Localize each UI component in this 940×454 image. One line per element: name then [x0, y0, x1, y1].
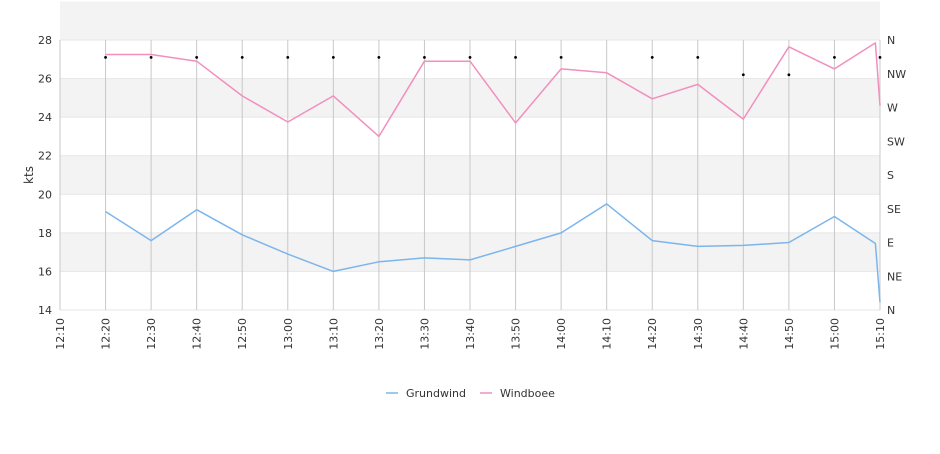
direction-marker [104, 55, 107, 59]
legend-label: Windboee [500, 387, 555, 400]
x-tick-label: 12:40 [191, 318, 204, 350]
x-tick-label: 14:20 [646, 318, 659, 350]
x-tick-label: 14:30 [692, 318, 705, 350]
y-tick-label: 14 [38, 304, 52, 317]
direction-marker [377, 55, 381, 59]
direction-tick-label: NW [887, 68, 906, 81]
direction-marker [833, 55, 836, 59]
legend-label: Grundwind [406, 387, 466, 400]
direction-marker [468, 55, 472, 59]
x-tick-label: 13:50 [510, 318, 523, 350]
direction-tick-label: SW [887, 135, 905, 148]
y-tick-label: 26 [38, 73, 52, 86]
y-tick-label: 28 [38, 34, 52, 47]
direction-marker [696, 55, 700, 59]
direction-tick-label: E [887, 237, 894, 250]
x-tick-label: 13:20 [373, 318, 386, 350]
direction-tick-label: S [887, 169, 894, 182]
direction-tick-label: W [887, 102, 898, 115]
direction-tick-label: N [887, 34, 895, 47]
direction-marker [331, 55, 335, 59]
y-tick-label: 18 [38, 227, 52, 240]
direction-marker [240, 55, 244, 59]
direction-marker [195, 55, 199, 59]
series-line-windboee [105, 42, 881, 138]
direction-tick-label: NE [887, 270, 902, 283]
x-tick-label: 13:40 [464, 318, 477, 350]
direction-tick-label: N [887, 304, 895, 317]
direction-tick-label: SE [887, 203, 901, 216]
grid-lines [59, 39, 881, 311]
x-tick-label: 13:10 [327, 318, 340, 350]
y-tick-label: 22 [38, 150, 52, 163]
direction-marker [149, 55, 153, 59]
direction-marker [286, 55, 290, 59]
y-axis-title: kts [22, 166, 36, 184]
direction-marker [741, 73, 745, 77]
y-tick-label: 24 [38, 111, 52, 124]
x-tick-label: 12:50 [236, 318, 249, 350]
axes: 14 16 18 20 22 24 26 28 kts N NW W SW S SE E NE N 12:10 12:… [22, 34, 906, 350]
series-layer [104, 42, 882, 303]
x-tick-label: 15:10 [874, 318, 887, 350]
direction-marker [878, 55, 882, 59]
series-line-grundwind [105, 203, 881, 303]
legend: Grundwind Windboee [386, 387, 555, 400]
x-tick-label: 14:10 [601, 318, 614, 350]
x-tick-label: 13:30 [418, 318, 431, 350]
direction-marker [650, 55, 654, 59]
x-tick-label: 12:20 [100, 318, 113, 350]
direction-marker [514, 55, 517, 59]
x-tick-label: 14:40 [737, 318, 750, 350]
y-tick-label: 16 [38, 265, 52, 278]
x-tick-label: 14:00 [555, 318, 568, 350]
x-tick-label: 15:00 [828, 318, 841, 350]
direction-marker [787, 73, 791, 77]
x-tick-label: 12:10 [54, 318, 67, 350]
direction-marker [559, 55, 563, 59]
direction-marker [423, 55, 426, 59]
x-tick-label: 13:00 [282, 318, 295, 350]
plot-band [60, 1, 880, 41]
y-tick-label: 20 [38, 188, 52, 201]
x-tick-label: 12:30 [145, 318, 158, 350]
x-tick-label: 14:50 [783, 318, 796, 350]
